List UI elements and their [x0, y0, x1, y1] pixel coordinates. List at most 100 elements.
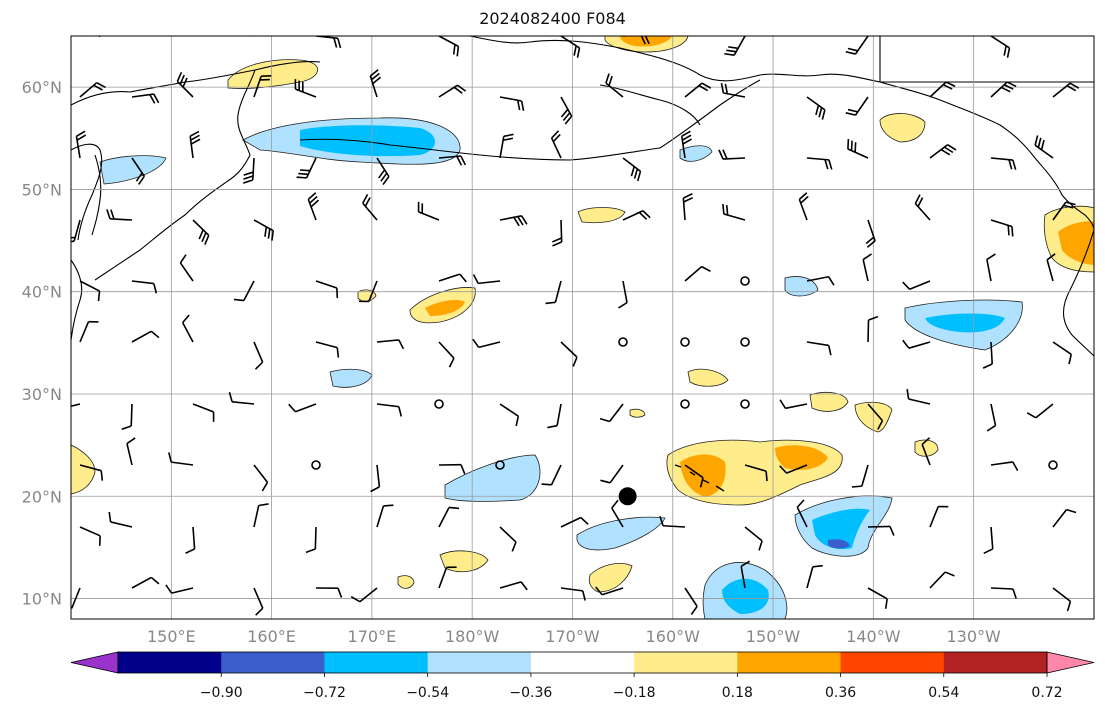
- wind-barb: [75, 130, 87, 159]
- wind-barb: [798, 192, 809, 221]
- wind-barb: [176, 72, 194, 98]
- colorbar-extend-low: [70, 651, 119, 674]
- wind-barb: [550, 130, 562, 159]
- wind-barb: [806, 564, 823, 589]
- positive-anomaly-region: [71, 444, 96, 495]
- wind-barb: [131, 330, 160, 343]
- positive-anomaly-core: [425, 300, 465, 316]
- wind-barb: [253, 75, 272, 98]
- us-west-coast: [1062, 229, 1094, 357]
- colorbar-frame: [117, 651, 1048, 674]
- wind-barb: [684, 587, 698, 615]
- positive-anomaly-region: [809, 391, 849, 412]
- wind-barb: [986, 253, 996, 282]
- wind-barb: [902, 280, 931, 291]
- wind-barb: [253, 503, 269, 528]
- wind-barb: [867, 525, 895, 536]
- wind-barb: [315, 280, 339, 299]
- colorbar-tick-labels: −0.90 −0.72 −0.54 −0.36 −0.18 0.18 0.36 0.54 0.7…: [200, 673, 1063, 701]
- wind-barb: [1026, 403, 1054, 419]
- wind-barb: [179, 254, 194, 282]
- wind-barb: [744, 464, 768, 482]
- map-title: 2024082400 F084: [479, 9, 626, 28]
- wind-barb: [253, 341, 264, 370]
- negative-anomaly-region: [99, 155, 167, 185]
- wind-barb: [500, 36, 524, 37]
- wind-barb: [867, 403, 884, 430]
- lon-tick-label: 180°W: [445, 627, 500, 646]
- wind-barb: [108, 511, 133, 528]
- wind-barb: [350, 587, 378, 603]
- wind-barb: [929, 81, 956, 98]
- wind-barb: [929, 144, 957, 159]
- wind-barb: [560, 36, 581, 58]
- wind-barb: [358, 280, 378, 303]
- negative-anomaly-region: [329, 368, 373, 388]
- japan-coast: [71, 259, 83, 341]
- wind-barb: [805, 36, 807, 37]
- colorbar-tick-label: −0.54: [406, 685, 449, 701]
- wind-barb: [600, 464, 624, 484]
- wind-barb: [499, 526, 517, 552]
- wind-barb: [315, 341, 340, 358]
- positive-anomaly-region: [687, 368, 729, 387]
- wind-barb: [376, 403, 403, 417]
- anomaly-shading: [71, 36, 1094, 619]
- canada-border: [879, 36, 1094, 83]
- wind-barb: [79, 464, 104, 481]
- positive-anomaly-core: [775, 445, 828, 470]
- wind-barb: [845, 96, 869, 116]
- wind-barb: [362, 194, 378, 221]
- wind-barb: [296, 157, 317, 179]
- wind-barb: [865, 219, 876, 248]
- wind-barb: [1046, 253, 1056, 282]
- wind-barb: [315, 587, 343, 598]
- kamchatka-coast: [231, 69, 256, 179]
- wind-barb: [684, 82, 712, 98]
- wind-barb: [982, 341, 994, 369]
- wind-barb: [683, 36, 685, 37]
- wind-barb: [1052, 508, 1077, 528]
- bristol-bay-coast: [599, 84, 701, 126]
- wind-barb: [79, 81, 106, 98]
- colorbar-tick-label: 0.36: [825, 685, 856, 701]
- wind-barb: [79, 320, 99, 343]
- wind-barb: [779, 464, 808, 474]
- wind-barb: [438, 155, 467, 166]
- wind-barb: [1052, 341, 1073, 365]
- wind-barb: [921, 437, 931, 466]
- alaska-coast: [469, 36, 1036, 159]
- wind-barb: [845, 36, 869, 55]
- colorbar-segment: [634, 652, 738, 673]
- wind-barb: [472, 338, 501, 349]
- wind-barb: [1052, 82, 1080, 98]
- wind-barb: [622, 157, 642, 182]
- bc-coast: [1034, 157, 1094, 231]
- wind-barb: [847, 139, 869, 159]
- coastlines: [71, 36, 1094, 357]
- wind-barb: [499, 215, 528, 227]
- wind-barb: [499, 96, 525, 111]
- wind-barb: [376, 36, 377, 37]
- wind-barb: [438, 463, 466, 475]
- wind-barb: [253, 587, 264, 616]
- colorbar-tick-label: −0.36: [509, 685, 552, 701]
- positive-anomaly-region: [588, 563, 633, 593]
- wind-barb: [990, 587, 1017, 599]
- lat-lon-grid: [71, 36, 1094, 619]
- wind-barb: [294, 79, 317, 98]
- wind-barb: [983, 526, 994, 555]
- wind-barb: [680, 130, 692, 159]
- wind-barb: [499, 133, 514, 159]
- wind-barb: [376, 504, 394, 528]
- colorbar-tick-label: −0.18: [613, 685, 656, 701]
- colorbar-tick-label: 0.18: [722, 685, 753, 701]
- wind-barb: [552, 219, 563, 247]
- wind-barb: [720, 83, 746, 98]
- wind-barb: [990, 157, 1017, 170]
- negative-anomaly-core: [300, 125, 435, 157]
- wind-barb: [779, 399, 808, 410]
- wind-barb: [253, 464, 269, 492]
- wind-barb: [79, 526, 101, 546]
